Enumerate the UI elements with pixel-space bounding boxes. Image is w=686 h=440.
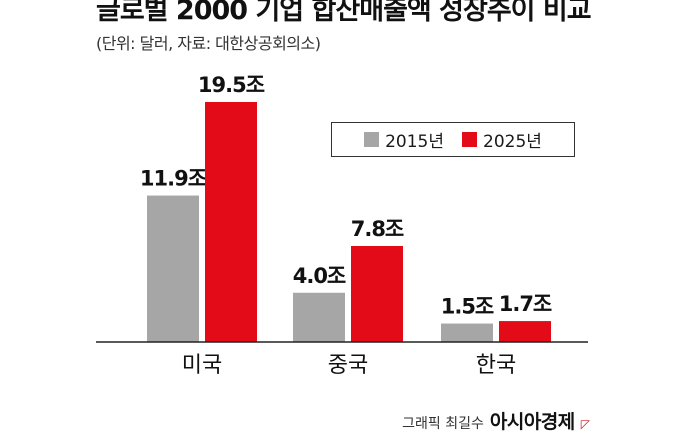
bar-value-label: 7.8조: [351, 217, 404, 241]
bar-1-1: [351, 246, 403, 342]
legend-item-2015: 2015년: [364, 127, 444, 152]
category-label: 한국: [476, 353, 516, 378]
bar-value-label: 19.5조: [198, 73, 265, 97]
bar-value-label: 4.0조: [293, 264, 346, 288]
legend-swatch-2015: [364, 132, 380, 147]
bar-2-1: [499, 321, 551, 342]
publisher-mark-icon: ◸: [580, 417, 590, 431]
bar-value-label: 1.7조: [499, 292, 552, 316]
chart-title: 글로벌 2000 기업 합산매출액 성장추이 비교: [96, 0, 592, 26]
credit-line: 그래픽 최길수 아시아경제 ◸: [402, 407, 590, 434]
legend-swatch-2025: [462, 132, 477, 147]
bar-value-label: 11.9조: [140, 167, 207, 191]
bar-value-label: 1.5조: [441, 295, 494, 319]
chart-subtitle: (단위: 달러, 자료: 대한상공회의소): [96, 34, 321, 53]
publisher-logo: 아시아경제: [489, 411, 575, 433]
legend-item-2025: 2025년: [462, 127, 542, 152]
category-label: 중국: [328, 353, 368, 378]
graphic-credit: 그래픽 최길수: [402, 416, 484, 432]
legend-label-2025: 2025년: [483, 132, 542, 152]
legend-label-2015: 2015년: [385, 132, 444, 152]
bar-2-0: [441, 323, 493, 342]
bar-0-0: [147, 195, 199, 342]
bar-1-0: [293, 292, 345, 342]
category-label: 미국: [182, 353, 222, 378]
bar-0-1: [205, 102, 257, 342]
legend: 2015년 2025년: [331, 122, 575, 157]
